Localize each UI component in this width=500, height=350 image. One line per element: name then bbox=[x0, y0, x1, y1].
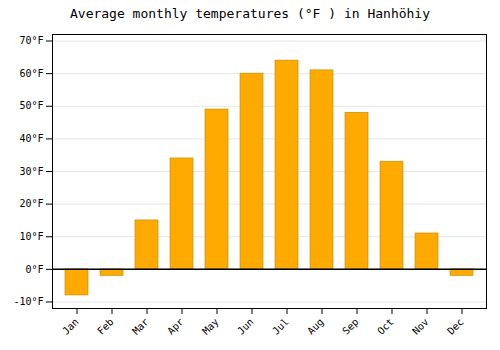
svg-text:May: May bbox=[200, 316, 221, 337]
svg-text:Sep: Sep bbox=[340, 316, 361, 337]
svg-text:Nov: Nov bbox=[410, 316, 431, 337]
svg-text:60°F: 60°F bbox=[19, 68, 43, 79]
svg-text:Mar: Mar bbox=[130, 316, 151, 337]
svg-text:Feb: Feb bbox=[95, 316, 116, 337]
svg-text:Jan: Jan bbox=[60, 316, 81, 337]
svg-text:Oct: Oct bbox=[375, 316, 396, 337]
svg-text:50°F: 50°F bbox=[19, 100, 43, 111]
svg-text:Jun: Jun bbox=[235, 316, 256, 337]
html-text:Average monthly temperatures (: Average monthly temperatures (°F ) in Ha… bbox=[70, 6, 430, 21]
svg-text:20°F: 20°F bbox=[19, 198, 43, 209]
svg-text:Jul: Jul bbox=[270, 316, 291, 337]
svg-text:30°F: 30°F bbox=[19, 166, 43, 177]
svg-text:-10°F: -10°F bbox=[13, 296, 43, 307]
svg-text:Dec: Dec bbox=[445, 316, 466, 337]
svg-text:10°F: 10°F bbox=[19, 231, 43, 242]
svg-text:0°F: 0°F bbox=[25, 264, 43, 275]
svg-text:40°F: 40°F bbox=[19, 133, 43, 144]
svg-text:Apr: Apr bbox=[165, 316, 186, 337]
svg-text:70°F: 70°F bbox=[19, 35, 43, 46]
svg-text:Aug: Aug bbox=[305, 316, 326, 337]
